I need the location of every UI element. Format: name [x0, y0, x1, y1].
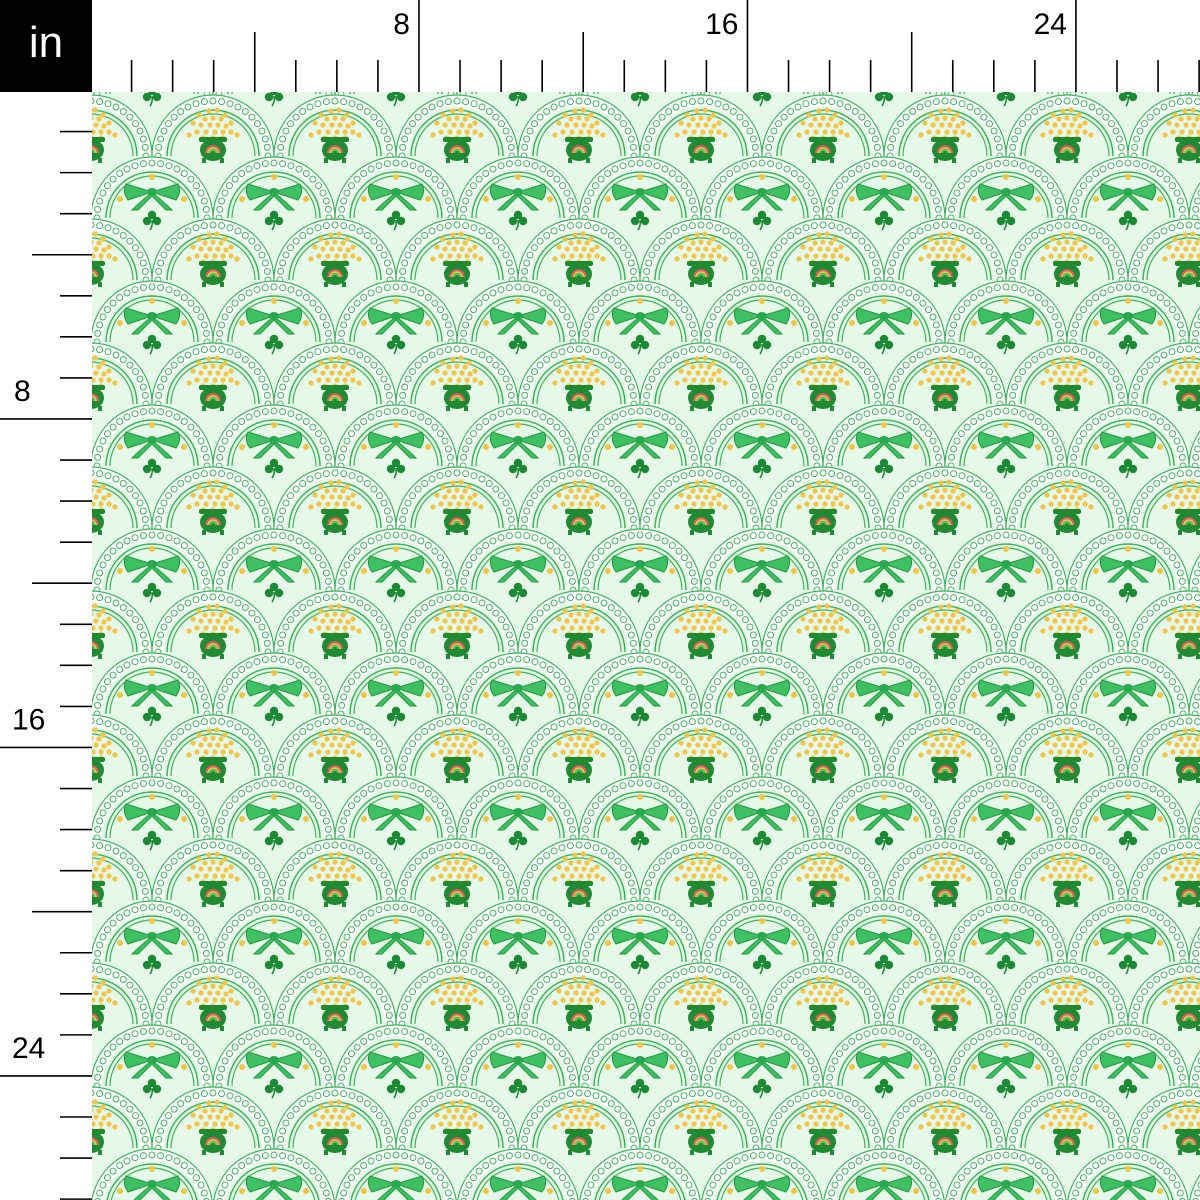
unit-label: in	[0, 0, 92, 92]
top-ruler-label: 16	[705, 8, 738, 41]
top-ruler-label: 24	[1034, 8, 1067, 41]
top-ruler-label: 8	[393, 8, 410, 41]
left-ruler-label: 8	[14, 375, 31, 408]
left-ruler	[0, 130, 92, 1200]
scale-pattern-fill	[92, 92, 1200, 1200]
top-ruler	[130, 0, 1200, 92]
left-ruler-label: 24	[12, 1032, 45, 1065]
left-ruler-label: 16	[12, 703, 45, 736]
